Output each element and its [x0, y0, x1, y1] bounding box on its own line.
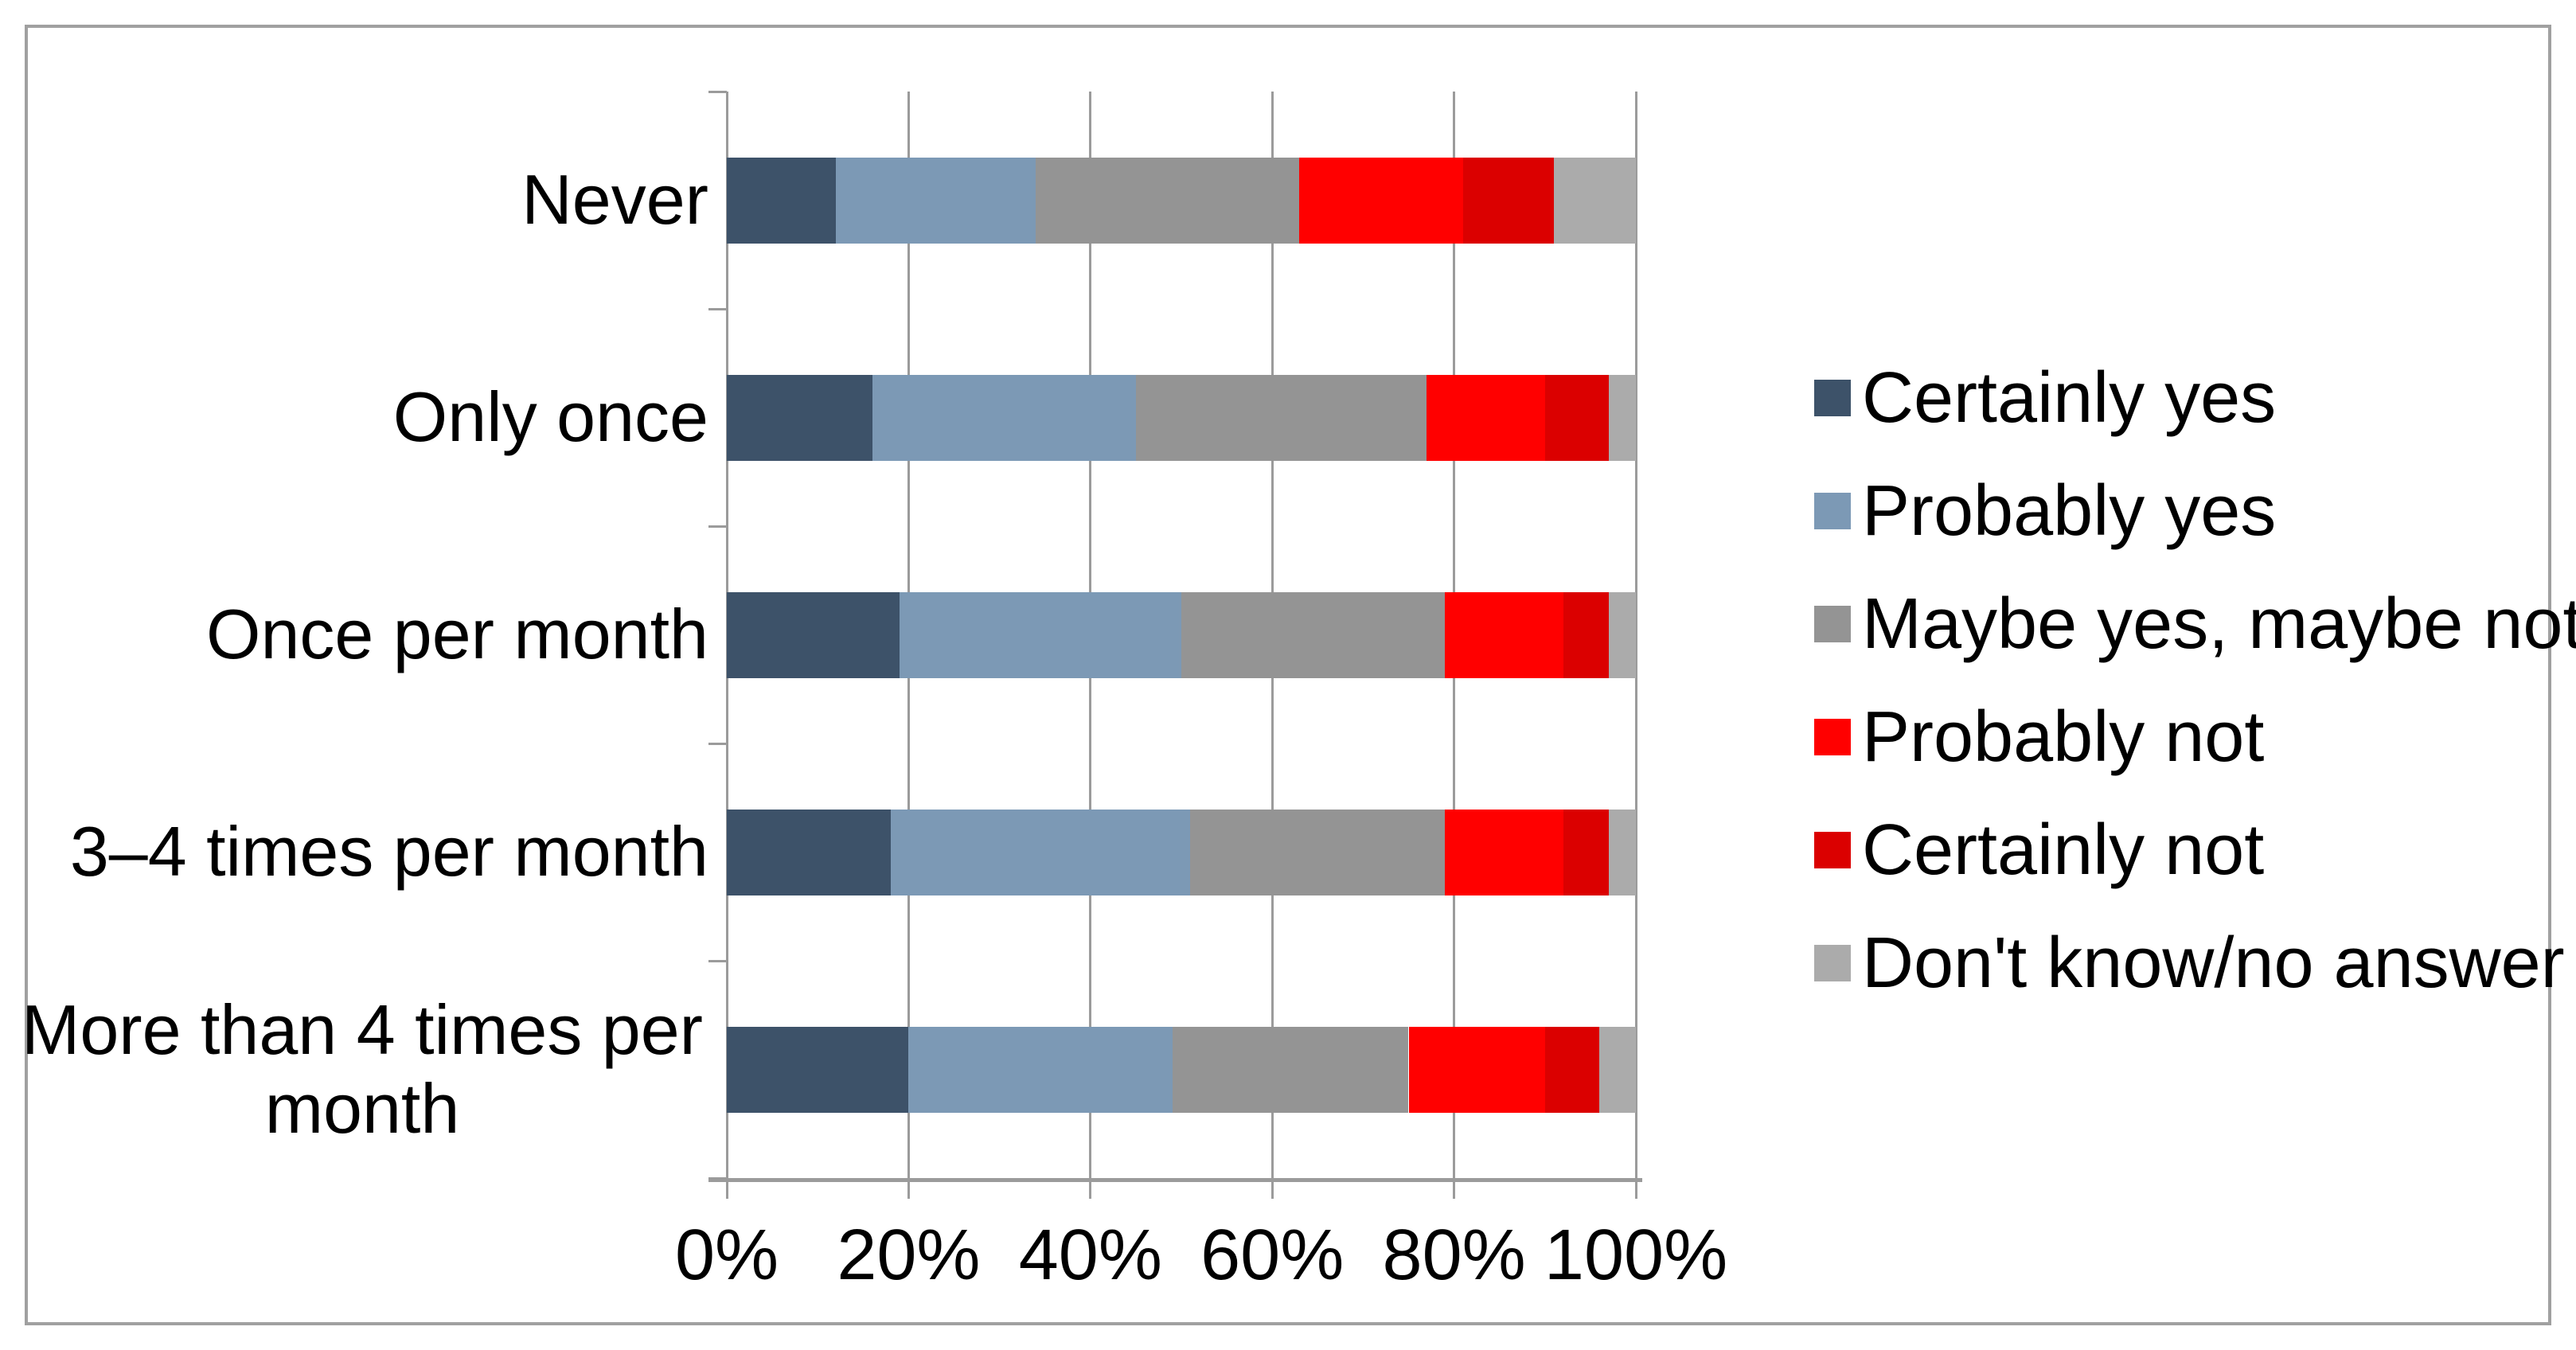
y-axis-tick [708, 959, 727, 962]
category-label-text: 3–4 times per month [69, 812, 708, 892]
bar-row-more-than-4-times-per-month [727, 1026, 1636, 1113]
bar-segment [1563, 591, 1609, 678]
bar-segment [727, 591, 900, 678]
legend-item: Certainly yes [1814, 341, 2276, 455]
category-label-text: Never [521, 160, 708, 240]
bar-segment [1599, 1026, 1636, 1113]
category-label: 3–4 times per month [16, 743, 708, 961]
bar-row-3-4-times-per-month [727, 809, 1636, 895]
bar-segment [1563, 809, 1609, 895]
legend-item: Probably yes [1814, 455, 2276, 568]
gridline-100% [1634, 92, 1637, 1178]
bar-segment [1544, 374, 1609, 461]
y-axis-tick [708, 1176, 727, 1180]
bar-segment [899, 591, 1181, 678]
bar-segment [1608, 591, 1636, 678]
bar-segment [1608, 809, 1636, 895]
legend-swatch [1814, 380, 1851, 416]
x-axis-tick-60% [1270, 1178, 1274, 1199]
bar-segment [1172, 1026, 1409, 1113]
x-axis-tick-label: 20% [837, 1215, 981, 1295]
bar-segment [727, 374, 872, 461]
x-axis-tick-label: 100% [1544, 1215, 1728, 1295]
y-axis-tick [708, 525, 727, 528]
category-label-text: More than 4 times per month [21, 989, 703, 1148]
x-axis-tick-label: 40% [1018, 1215, 1162, 1295]
category-label-text: Only once [392, 377, 708, 457]
x-axis-tick-label: 80% [1382, 1215, 1526, 1295]
legend-label: Probably not [1862, 696, 2265, 777]
bar-segment [1408, 1026, 1545, 1113]
x-axis-tick-label: 0% [674, 1215, 779, 1295]
legend-item: Probably not [1814, 681, 2264, 794]
category-label: Only once [16, 309, 708, 526]
y-axis-tick [708, 307, 727, 310]
bar-segment [908, 1026, 1173, 1113]
y-axis-tick [708, 742, 727, 745]
bar-segment [1299, 157, 1463, 244]
category-label: More than 4 times per month [16, 961, 708, 1178]
legend-swatch [1814, 832, 1851, 868]
x-axis-tick-20% [907, 1178, 910, 1199]
legend-item: Don't know/no answer [1814, 907, 2565, 1020]
x-axis-line [708, 1178, 1642, 1182]
x-axis-tick-label: 60% [1200, 1215, 1345, 1295]
legend-item: Maybe yes, maybe not [1814, 568, 2576, 681]
bar-segment [1181, 591, 1446, 678]
bar-segment [1036, 157, 1300, 244]
legend-label: Probably yes [1862, 470, 2277, 551]
bar-segment [1190, 809, 1446, 895]
bar-row-once-per-month [727, 591, 1636, 678]
category-label: Once per month [16, 526, 708, 743]
legend-swatch [1814, 945, 1851, 981]
category-label: Never [16, 92, 708, 309]
category-label-text: Once per month [206, 595, 708, 674]
legend-swatch [1814, 719, 1851, 755]
bar-row-never [727, 157, 1636, 244]
bar-segment [1554, 157, 1636, 244]
bar-segment [1463, 157, 1555, 244]
legend-item: Certainly not [1814, 794, 2264, 907]
legend-label: Certainly not [1862, 810, 2265, 890]
bar-segment [890, 809, 1191, 895]
bar-segment [1445, 591, 1563, 678]
bar-row-only-once [727, 374, 1636, 461]
x-axis-tick-80% [1453, 1178, 1456, 1199]
bar-segment [727, 809, 891, 895]
x-axis-tick-100% [1634, 1178, 1637, 1199]
bar-segment [872, 374, 1136, 461]
bar-segment [1445, 809, 1563, 895]
legend-swatch [1814, 606, 1851, 642]
bar-segment [1544, 1026, 1600, 1113]
y-axis-tick [708, 90, 727, 93]
x-axis-tick-0% [725, 1178, 728, 1199]
legend-label: Maybe yes, maybe not [1862, 583, 2576, 664]
legend-swatch [1814, 493, 1851, 529]
x-axis-tick-40% [1089, 1178, 1092, 1199]
bar-segment [1135, 374, 1427, 461]
legend-label: Certainly yes [1862, 357, 2277, 438]
legend-label: Don't know/no answer [1862, 923, 2565, 1003]
bar-segment [1427, 374, 1545, 461]
bar-segment [836, 157, 1036, 244]
bar-segment [727, 1026, 909, 1113]
bar-segment [727, 157, 837, 244]
bar-segment [1608, 374, 1636, 461]
